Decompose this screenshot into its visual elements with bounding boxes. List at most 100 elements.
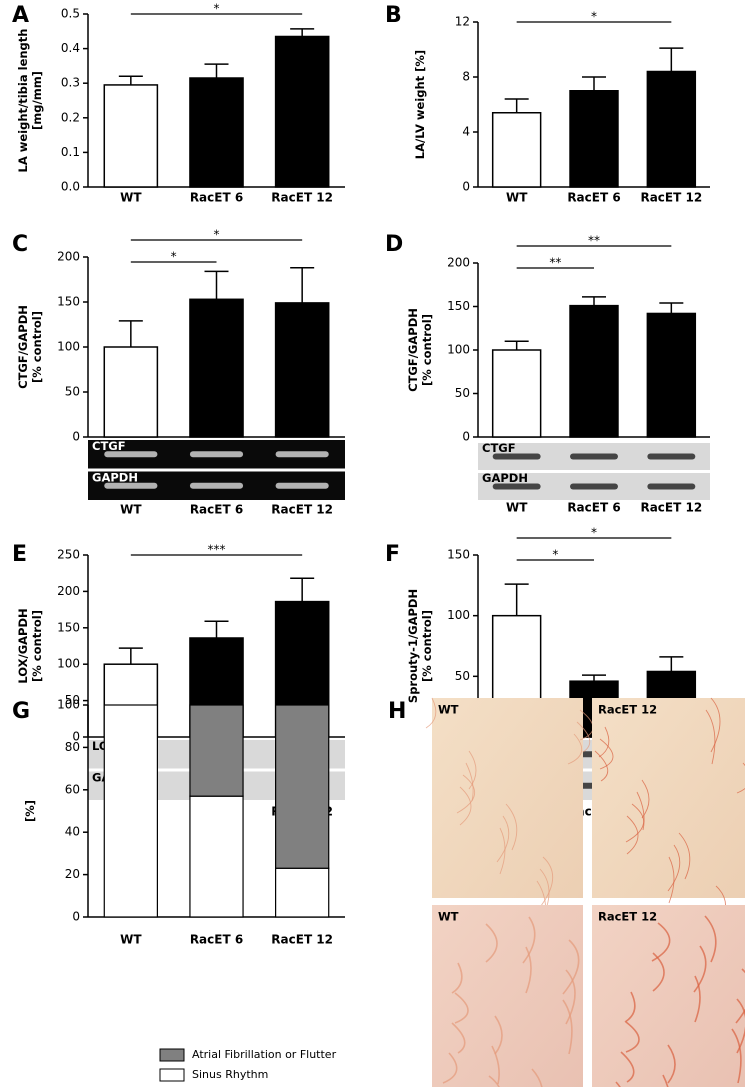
y-tick-label: 150 [57, 620, 80, 634]
fiber-stain [705, 709, 716, 765]
y-tick-label: 0 [72, 730, 80, 744]
fiber-stain [693, 945, 707, 993]
blot-band [104, 482, 158, 489]
fiber-stain [626, 815, 639, 855]
blot-band [189, 482, 244, 489]
y-axis-label-line: [% control] [30, 610, 44, 682]
bar [491, 349, 542, 438]
y-tick-label: 0 [72, 430, 80, 444]
significance-label: * [591, 526, 597, 540]
fiber-stain [488, 1075, 500, 1087]
blot-label: GAPDH [482, 471, 528, 485]
y-axis-label: LA/LV weight [%] [413, 50, 427, 159]
fiber-stain [459, 786, 472, 826]
fiber-stain [565, 969, 576, 1025]
y-axis-label: LA weight/tibia length[mg/mm] [16, 29, 44, 173]
significance-label: * [552, 548, 558, 562]
bar [189, 77, 244, 188]
x-tick-label: WT [506, 501, 528, 515]
fiber-stain [624, 991, 636, 1023]
fiber-stain [465, 762, 474, 802]
x-tick-label: RacET 6 [567, 501, 620, 515]
histology-image [592, 905, 745, 1087]
fiber-stain [454, 992, 469, 1024]
fiber-stain [562, 999, 573, 1055]
y-tick-label: 50 [65, 693, 80, 707]
bar [189, 298, 244, 438]
fiber-stain [468, 750, 477, 790]
histology-image [592, 698, 745, 898]
y-tick-label: 0.1 [61, 145, 80, 159]
bar [274, 302, 330, 438]
significance-label: *** [208, 543, 226, 557]
bar [569, 90, 619, 188]
bar [646, 70, 697, 188]
y-tick-label: 40 [65, 825, 80, 839]
panel-label: D [385, 232, 403, 257]
panel-label: B [385, 3, 402, 28]
fiber-stain [667, 1044, 676, 1084]
fiber-stain [525, 946, 532, 994]
y-axis-label: Sprouty-1/GAPDH[% control] [406, 589, 434, 703]
fiber-stain [562, 939, 580, 995]
fiber-stain [451, 962, 463, 994]
y-tick-label: 60 [65, 782, 80, 796]
fiber-stain [494, 1015, 503, 1055]
fiber-stain [652, 952, 665, 992]
y-tick-label: 100 [447, 343, 470, 357]
y-tick-label: 12 [455, 15, 470, 29]
y-tick-label: 0.2 [61, 110, 80, 124]
fiber-stain [704, 915, 717, 963]
histology-label: RacET 12 [598, 910, 657, 924]
fiber-stain [522, 916, 536, 964]
x-tick-label: RacET 12 [640, 191, 702, 205]
x-tick-label: WT [506, 191, 528, 205]
y-axis-label-line: LA weight/tibia length [16, 29, 30, 173]
fiber-stain [531, 1068, 543, 1087]
fiber-stain [736, 762, 745, 794]
bar [569, 304, 619, 438]
panel-label: A [12, 3, 29, 28]
x-tick-label: WT [120, 503, 142, 517]
y-axis-label: CTGF/GAPDH[% control] [406, 308, 434, 392]
y-axis-label: [%] [23, 800, 37, 822]
significance-label: * [214, 2, 220, 16]
x-tick-label: RacET 12 [271, 503, 333, 517]
fiber-stain [667, 844, 681, 892]
y-tick-label: 0.0 [61, 180, 80, 194]
y-tick-label: 50 [455, 386, 470, 400]
fiber-stain [599, 738, 614, 770]
y-tick-label: 100 [57, 340, 80, 354]
y-axis-label: CTGF/GAPDH[% control] [16, 305, 44, 389]
bar [274, 35, 330, 188]
fiber-stain [594, 750, 609, 782]
y-tick-label: 200 [57, 584, 80, 598]
bar-segment [189, 704, 244, 797]
fiber-stain [615, 1081, 621, 1087]
fiber-stain [567, 733, 583, 765]
fiber-stain [668, 856, 675, 904]
fiber-stain [576, 721, 591, 753]
x-tick-label: WT [120, 933, 142, 947]
y-tick-label: 100 [447, 608, 470, 622]
y-tick-label: 250 [57, 548, 80, 562]
fiber-stain [499, 827, 506, 875]
y-tick-label: 80 [65, 740, 80, 754]
y-tick-label: 8 [462, 70, 470, 84]
fiber-stain [485, 923, 498, 963]
y-tick-label: 50 [455, 669, 470, 683]
fiber-stain [625, 803, 644, 843]
panel-label: G [12, 699, 30, 724]
significance-label: * [214, 228, 220, 242]
y-axis-label-line: LOX/GAPDH [16, 608, 30, 683]
fiber-stain [636, 791, 645, 831]
y-tick-label: 150 [447, 299, 470, 313]
y-axis-label-line: [%] [23, 800, 37, 822]
x-tick-label: RacET 12 [640, 501, 702, 515]
panel-label: E [12, 542, 27, 567]
significance-label: ** [549, 256, 561, 270]
fiber-stain [731, 1028, 742, 1084]
y-tick-label: 100 [57, 657, 80, 671]
bar [103, 346, 159, 438]
